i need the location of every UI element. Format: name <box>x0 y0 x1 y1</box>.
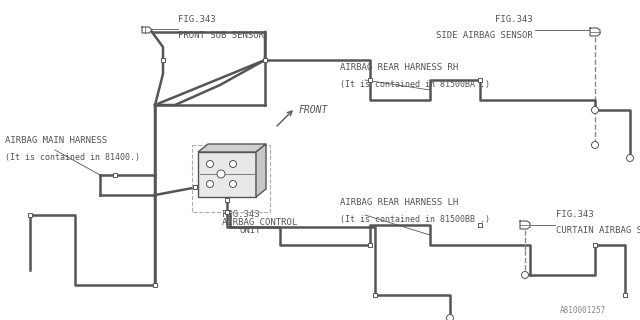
Bar <box>225 198 229 202</box>
Text: FIG.343: FIG.343 <box>556 210 594 219</box>
Bar <box>153 283 157 287</box>
Bar <box>623 293 627 297</box>
Circle shape <box>591 141 598 148</box>
Circle shape <box>217 170 225 178</box>
Circle shape <box>591 107 598 114</box>
Circle shape <box>230 161 237 167</box>
Bar <box>192 145 270 212</box>
Bar <box>28 213 32 217</box>
Bar <box>198 152 256 197</box>
Text: (It is contained in 81500BB .): (It is contained in 81500BB .) <box>340 215 490 224</box>
Text: SIDE AIRBAG SENSOR: SIDE AIRBAG SENSOR <box>436 31 533 40</box>
Bar <box>225 210 229 214</box>
Circle shape <box>627 155 634 162</box>
Bar <box>193 185 197 189</box>
Bar <box>478 223 482 227</box>
Text: FIG.343: FIG.343 <box>178 15 216 24</box>
Text: (It is contained in 81400.): (It is contained in 81400.) <box>5 153 140 162</box>
Text: UNIT: UNIT <box>239 226 260 235</box>
Circle shape <box>230 180 237 188</box>
Text: (It is contained in 81500BA .): (It is contained in 81500BA .) <box>340 80 490 89</box>
Text: AIRBAG REAR HARNESS RH: AIRBAG REAR HARNESS RH <box>340 63 458 72</box>
Bar <box>113 173 117 177</box>
Bar <box>368 78 372 82</box>
Bar <box>368 243 372 247</box>
Text: AIRBAG REAR HARNESS LH: AIRBAG REAR HARNESS LH <box>340 198 458 207</box>
Text: A810001257: A810001257 <box>560 306 606 315</box>
Circle shape <box>447 315 454 320</box>
Text: FIG.343: FIG.343 <box>222 210 260 219</box>
Polygon shape <box>256 144 266 197</box>
Circle shape <box>522 271 529 278</box>
Text: AIRBAG MAIN HARNESS: AIRBAG MAIN HARNESS <box>5 136 107 145</box>
Text: FRONT: FRONT <box>299 105 328 115</box>
Bar <box>478 78 482 82</box>
Text: FIG.343: FIG.343 <box>495 15 533 24</box>
Bar <box>593 243 597 247</box>
Text: AIRBAG CONTROL: AIRBAG CONTROL <box>222 218 297 227</box>
Bar <box>161 58 165 62</box>
Text: FRONT SUB SENSOR: FRONT SUB SENSOR <box>178 31 264 40</box>
Polygon shape <box>198 144 266 152</box>
Circle shape <box>207 180 214 188</box>
Bar <box>373 293 377 297</box>
Circle shape <box>207 161 214 167</box>
Bar <box>263 58 267 62</box>
Text: CURTAIN AIRBAG SENSOR: CURTAIN AIRBAG SENSOR <box>556 226 640 235</box>
